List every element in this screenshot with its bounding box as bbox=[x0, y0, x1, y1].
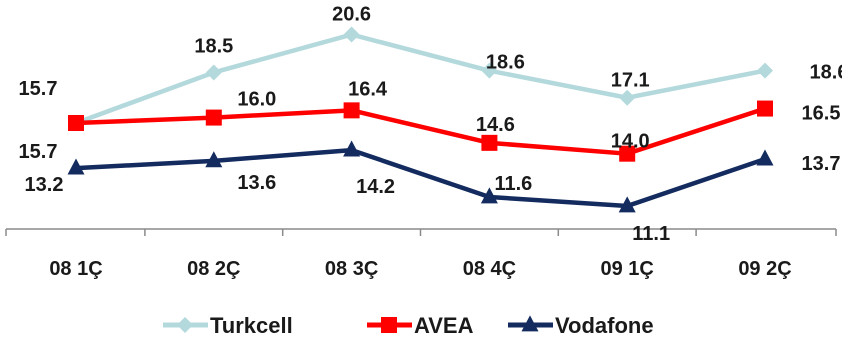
data-label-vodafone-4: 11.1 bbox=[632, 223, 670, 245]
legend-marker-turkcell bbox=[177, 317, 193, 333]
series-line-vodafone bbox=[73, 147, 768, 209]
data-label-vodafone-1: 13.6 bbox=[237, 172, 276, 194]
legend-item-avea: AVEA bbox=[367, 313, 474, 338]
x-tick-label-1: 08 2Ç bbox=[187, 258, 240, 280]
data-point-vodafone-2 bbox=[343, 140, 361, 157]
data-label-avea-4: 14.0 bbox=[611, 131, 650, 153]
data-label-avea-0: 15.7 bbox=[19, 141, 58, 163]
data-label-vodafone-0: 13.2 bbox=[25, 174, 64, 196]
data-label-turkcell-4: 17.1 bbox=[611, 70, 650, 92]
legend-label-turkcell: Turkcell bbox=[210, 313, 293, 338]
data-point-avea-0 bbox=[68, 115, 84, 131]
data-point-turkcell-5 bbox=[757, 62, 773, 79]
data-label-turkcell-0: 15.7 bbox=[19, 78, 58, 100]
series-vodafone bbox=[67, 140, 774, 213]
data-point-vodafone-3 bbox=[480, 187, 498, 204]
data-point-avea-4 bbox=[619, 145, 636, 162]
data-label-vodafone-3: 11.6 bbox=[494, 173, 532, 195]
legend-item-vodafone: Vodafone bbox=[508, 313, 654, 338]
series-layer bbox=[67, 26, 774, 213]
legend: Turkcell AVEA Vodafone bbox=[163, 313, 654, 338]
data-label-vodafone-5: 13.7 bbox=[802, 153, 841, 175]
data-point-avea-2 bbox=[343, 102, 360, 119]
x-tick-label-2: 08 3Ç bbox=[325, 258, 378, 280]
legend-label-avea: AVEA bbox=[414, 313, 474, 338]
series-turkcell bbox=[68, 26, 773, 131]
legend-marker-vodafone bbox=[521, 315, 539, 332]
data-label-avea-1: 16.0 bbox=[237, 89, 276, 111]
legend-label-vodafone: Vodafone bbox=[555, 313, 654, 338]
x-tick-label-5: 09 2Ç bbox=[738, 258, 791, 280]
data-point-vodafone-0 bbox=[67, 158, 85, 175]
series-avea bbox=[68, 100, 773, 162]
x-axis bbox=[5, 228, 837, 236]
data-label-avea-2: 16.4 bbox=[348, 78, 388, 100]
data-label-vodafone-2: 14.2 bbox=[356, 176, 395, 198]
x-tick-labels: 08 1Ç 08 2Ç 08 3Ç 08 4Ç 09 1Ç 09 2Ç bbox=[49, 258, 791, 280]
data-point-vodafone-4 bbox=[618, 196, 636, 213]
data-point-avea-1 bbox=[205, 109, 222, 126]
data-labels-layer: 15.7 18.5 20.6 18.6 17.1 18.6 15.7 16.0 16.4 14.6… bbox=[19, 4, 842, 245]
data-point-turkcell-1 bbox=[205, 64, 222, 81]
data-label-turkcell-3: 18.6 bbox=[486, 52, 525, 74]
series-line-turkcell bbox=[73, 32, 768, 126]
data-point-turkcell-3 bbox=[481, 62, 498, 79]
x-tick-label-4: 09 1Ç bbox=[601, 258, 654, 280]
data-label-turkcell-2: 20.6 bbox=[332, 4, 371, 26]
data-point-avea-3 bbox=[481, 134, 498, 151]
legend-item-turkcell: Turkcell bbox=[163, 313, 293, 338]
data-point-turkcell-2 bbox=[343, 26, 360, 43]
data-label-avea-5: 16.5 bbox=[802, 103, 841, 125]
x-tick-label-0: 08 1Ç bbox=[49, 258, 102, 280]
data-label-turkcell-1: 18.5 bbox=[194, 35, 233, 57]
data-point-vodafone-1 bbox=[205, 151, 223, 168]
legend-marker-avea bbox=[381, 317, 397, 333]
data-label-turkcell-5: 18.6 bbox=[810, 62, 842, 84]
x-tick-label-3: 08 4Ç bbox=[463, 258, 516, 280]
data-label-avea-3: 14.6 bbox=[476, 114, 515, 136]
series-line-avea bbox=[73, 106, 768, 156]
data-point-vodafone-5 bbox=[756, 149, 774, 166]
data-point-turkcell-4 bbox=[619, 89, 636, 106]
data-point-avea-5 bbox=[757, 100, 773, 117]
